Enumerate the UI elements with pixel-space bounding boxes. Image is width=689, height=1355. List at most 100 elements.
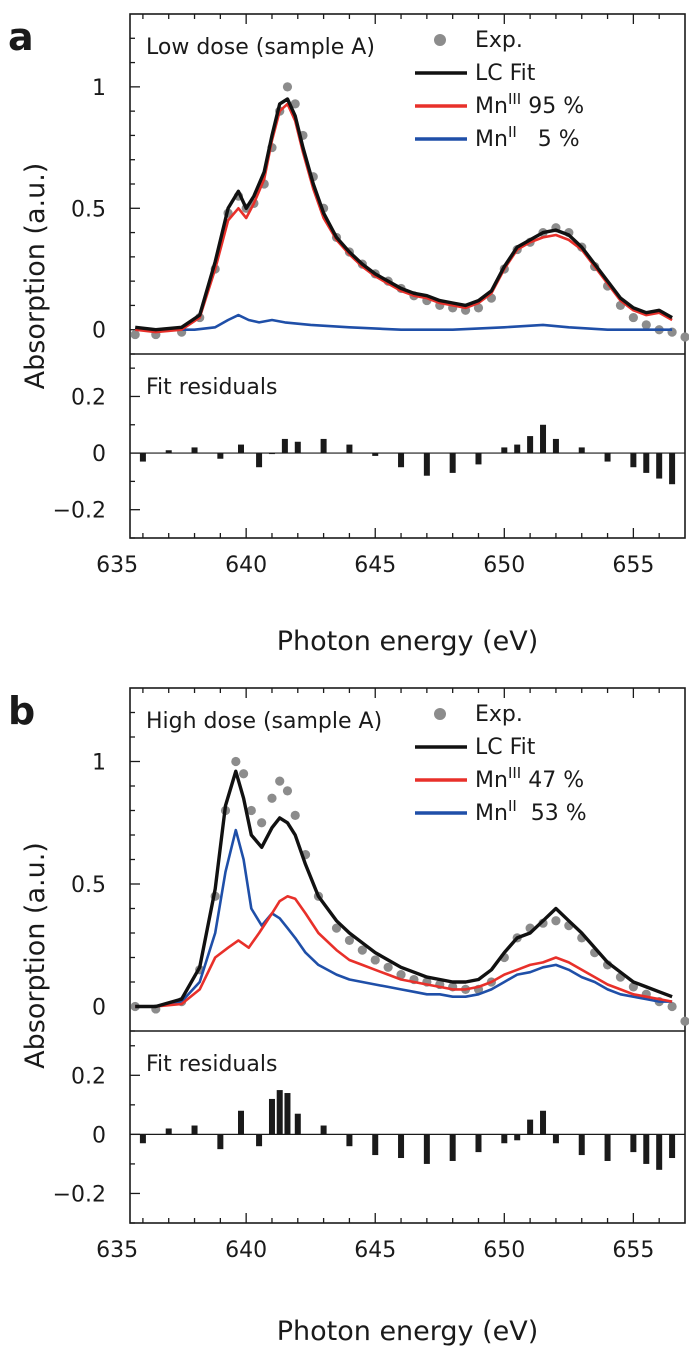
data-point <box>130 1001 140 1012</box>
residual-bar <box>578 447 585 454</box>
legend-label: MnII 5 % <box>475 123 580 152</box>
data-point <box>680 1016 689 1026</box>
data-point <box>344 935 355 945</box>
y-axis-title: Absorption (a.u.) <box>20 163 51 390</box>
x-ticks: 635 640 645 650 655 <box>96 688 660 1263</box>
data-point <box>331 923 342 933</box>
residual-bar <box>398 1134 405 1159</box>
residual-bar <box>643 1134 650 1164</box>
residual-bar <box>501 1134 508 1144</box>
residual-bar <box>191 447 198 454</box>
residual-bar <box>527 436 534 454</box>
data-point <box>628 312 638 323</box>
series-exp <box>130 82 689 342</box>
y-ticks-main: 00.51 <box>71 711 140 1032</box>
data-point <box>290 810 300 821</box>
residual-bar <box>540 424 547 454</box>
series-mn3 <box>135 102 673 334</box>
residual-bar <box>294 441 301 454</box>
residual-bar <box>552 1134 559 1144</box>
x-tick-label: 640 <box>225 1238 267 1263</box>
residual-series <box>139 1090 676 1170</box>
residual-bar <box>669 453 676 485</box>
data-point <box>551 916 561 926</box>
series-fit <box>135 769 673 1009</box>
residual-bar <box>320 438 327 454</box>
legend-label: LC Fit <box>475 61 536 86</box>
x-axis-title: Photon energy (eV) <box>277 1316 539 1347</box>
x-tick-label: 635 <box>96 1238 138 1263</box>
x-axis-title: Photon energy (eV) <box>277 626 539 657</box>
x-tick-label: 645 <box>354 553 396 578</box>
data-point <box>257 818 267 828</box>
residual-bar <box>268 453 275 455</box>
legend-label: Exp. <box>475 28 523 53</box>
x-tick-label: 640 <box>225 553 267 578</box>
data-point <box>246 805 256 816</box>
residual-bar <box>527 1119 534 1135</box>
legend-item-exp: Exp. <box>434 702 523 727</box>
x-tick-label: 650 <box>483 553 525 578</box>
data-point <box>357 945 367 955</box>
residual-bar <box>320 1125 327 1135</box>
legend-item-mn2: MnII 53 % <box>415 797 587 826</box>
residual-bar <box>643 453 650 473</box>
residual-bar <box>475 1134 482 1153</box>
residual-label: Fit residuals <box>146 375 277 400</box>
x-tick-label: 650 <box>483 1238 525 1263</box>
residual-bar <box>346 1134 353 1147</box>
residual-bar <box>656 1134 663 1170</box>
x-tick-label: 645 <box>354 1238 396 1263</box>
y-tick-label: 0.2 <box>71 385 106 410</box>
residual-bar <box>276 1090 283 1135</box>
residual-label: Fit residuals <box>146 1052 277 1077</box>
residual-bar <box>294 1113 301 1135</box>
y-tick-label: −0.2 <box>53 499 106 524</box>
residual-bar <box>281 438 288 454</box>
residual-bar <box>501 447 508 454</box>
legend-item-fit: LC Fit <box>415 735 536 760</box>
residual-bar <box>268 1098 275 1135</box>
y-tick-label: 0 <box>92 442 106 467</box>
residual-bar <box>578 1134 585 1156</box>
data-point <box>290 99 300 109</box>
residual-bar <box>372 1134 379 1156</box>
legend-label: MnIII 47 % <box>475 764 584 793</box>
y-tick-label: 0 <box>92 1123 106 1148</box>
data-point <box>231 756 241 767</box>
plot-frame <box>129 13 686 539</box>
data-point <box>641 320 651 330</box>
residual-bar <box>514 1134 521 1141</box>
residual-bar <box>191 1125 198 1135</box>
residual-bar <box>238 1110 244 1135</box>
residual-bar <box>540 1110 547 1135</box>
x-tick-label: 635 <box>96 553 138 578</box>
panel-annotation: High dose (sample A) <box>146 709 382 734</box>
series-line <box>135 102 673 334</box>
x-tick-label: 655 <box>612 1238 654 1263</box>
series-fit <box>135 97 673 332</box>
data-point <box>396 970 406 980</box>
legend-label: MnIII 95 % <box>475 90 584 119</box>
residual-bar <box>669 1134 676 1159</box>
y-tick-label: 1 <box>92 751 106 776</box>
y-ticks-residual: −0.2 0 0.2 <box>53 367 140 539</box>
residual-bar <box>656 453 663 479</box>
y-tick-label: 0.5 <box>71 197 106 222</box>
data-point <box>267 793 277 803</box>
data-point <box>130 329 140 340</box>
residual-bar <box>514 444 521 454</box>
y-ticks-main: 00.51 <box>71 37 140 355</box>
residual-bar <box>552 438 559 454</box>
residual-bar <box>217 453 224 459</box>
data-point <box>282 82 293 92</box>
residual-bar <box>604 453 611 462</box>
legend-label: LC Fit <box>475 735 536 760</box>
residual-series <box>139 424 676 485</box>
data-point <box>667 1001 677 1012</box>
residual-bar <box>256 453 263 468</box>
series-mn3 <box>135 895 673 1008</box>
